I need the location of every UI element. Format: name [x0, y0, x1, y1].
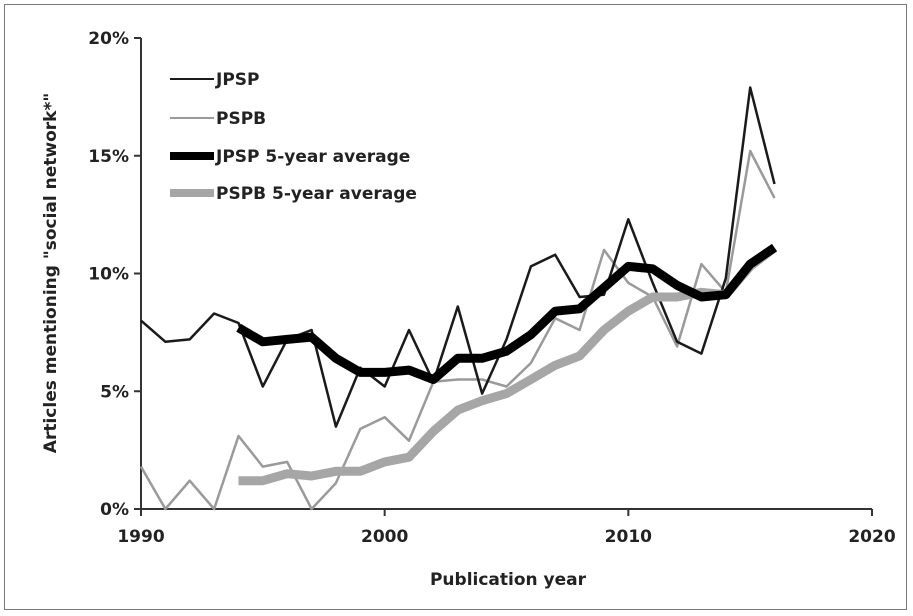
legend-item-pspb-5yr: PSPB 5-year average — [170, 184, 417, 204]
x-axis-ticks: 1990 2000 2010 2020 — [117, 509, 896, 547]
series-line-pspb-5yr-avg — [238, 244, 778, 486]
x-tick-label: 2020 — [848, 527, 895, 547]
legend-label-jpsp-5yr: JPSP 5-year average — [215, 147, 410, 167]
x-tick-label: 1990 — [117, 527, 164, 547]
y-tick-label: 20% — [88, 29, 129, 49]
series-line-jpsp — [140, 86, 776, 428]
y-axis-ticks: 0% 5% 10% 15% 20% — [88, 29, 141, 520]
legend-label-pspb: PSPB — [216, 109, 266, 129]
x-tick-label: 2010 — [605, 527, 652, 547]
legend-item-jpsp: JPSP — [170, 70, 260, 90]
series-layer — [139, 86, 778, 511]
legend-item-jpsp-5yr: JPSP 5-year average — [170, 147, 410, 167]
legend-item-pspb: PSPB — [170, 109, 266, 129]
series-line-jpsp-5yr-avg — [236, 243, 778, 384]
series-line-pspb — [139, 149, 776, 511]
x-tick-label: 2000 — [361, 527, 408, 547]
y-axis-title: Articles mentioning "social network*" — [41, 93, 61, 453]
y-tick-label: 15% — [88, 147, 129, 167]
y-tick-label: 0% — [100, 500, 129, 520]
y-tick-label: 10% — [88, 265, 129, 285]
legend: JPSP PSPB JPSP 5-year average PSPB 5-yea… — [170, 70, 417, 204]
legend-label-pspb-5yr: PSPB 5-year average — [216, 184, 417, 204]
plot-area: 0% 5% 10% 15% 20% 1990 2000 2010 2020 — [88, 29, 896, 547]
x-axis-title: Publication year — [430, 570, 587, 590]
y-tick-label: 5% — [100, 382, 129, 402]
legend-label-jpsp: JPSP — [215, 70, 260, 90]
